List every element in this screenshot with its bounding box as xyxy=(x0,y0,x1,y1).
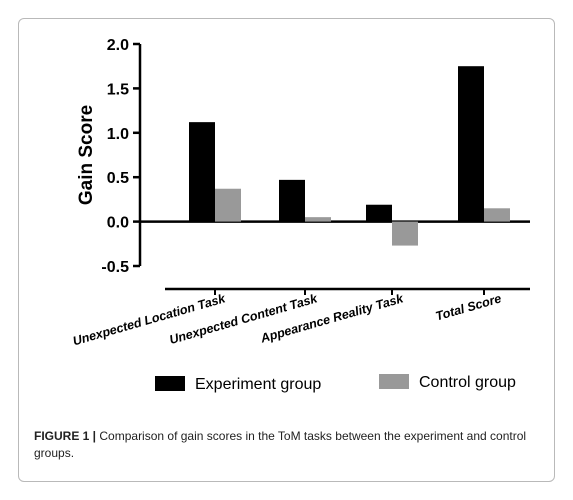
chart-legend: Experiment group Control group xyxy=(155,374,516,393)
legend-label: Control group xyxy=(419,374,516,391)
y-tick-label: 1.5 xyxy=(107,81,129,98)
legend-label: Experiment group xyxy=(195,376,321,393)
bar-chart: 2.0 1.5 1.0 0.5 0.0 -0.5 Gain Score Unexpected … xyxy=(71,37,530,393)
bar-experiment xyxy=(366,204,392,222)
legend-swatch xyxy=(155,376,185,391)
y-tick-label: 1.0 xyxy=(107,126,129,143)
bar-experiment xyxy=(189,122,215,222)
caption-text: Comparison of gain scores in the ToM tas… xyxy=(34,429,527,460)
bar-control xyxy=(305,217,331,222)
chart-bars xyxy=(189,66,510,246)
x-category-label: Unexpected Location Task xyxy=(71,291,228,348)
figure-caption: FIGURE 1 | Comparison of gain scores in … xyxy=(34,428,534,462)
caption-label: FIGURE 1 | xyxy=(34,429,97,443)
bar-experiment xyxy=(279,179,305,222)
y-tick-label: 0.0 xyxy=(107,215,129,232)
bar-control xyxy=(392,221,418,246)
y-axis-label: Gain Score xyxy=(76,105,97,205)
bar-control xyxy=(215,188,241,222)
y-tick-label: 2.0 xyxy=(107,37,129,54)
y-tick-label: 0.5 xyxy=(107,170,129,187)
bar-experiment xyxy=(458,66,484,222)
y-tick-label: -0.5 xyxy=(101,259,129,276)
x-category-label: Unexpected Content Task xyxy=(168,291,320,347)
bar-control xyxy=(484,208,510,222)
legend-swatch xyxy=(379,374,409,389)
x-category-label: Appearance Reality Task xyxy=(258,291,406,346)
x-category-label: Total Score xyxy=(434,291,503,323)
